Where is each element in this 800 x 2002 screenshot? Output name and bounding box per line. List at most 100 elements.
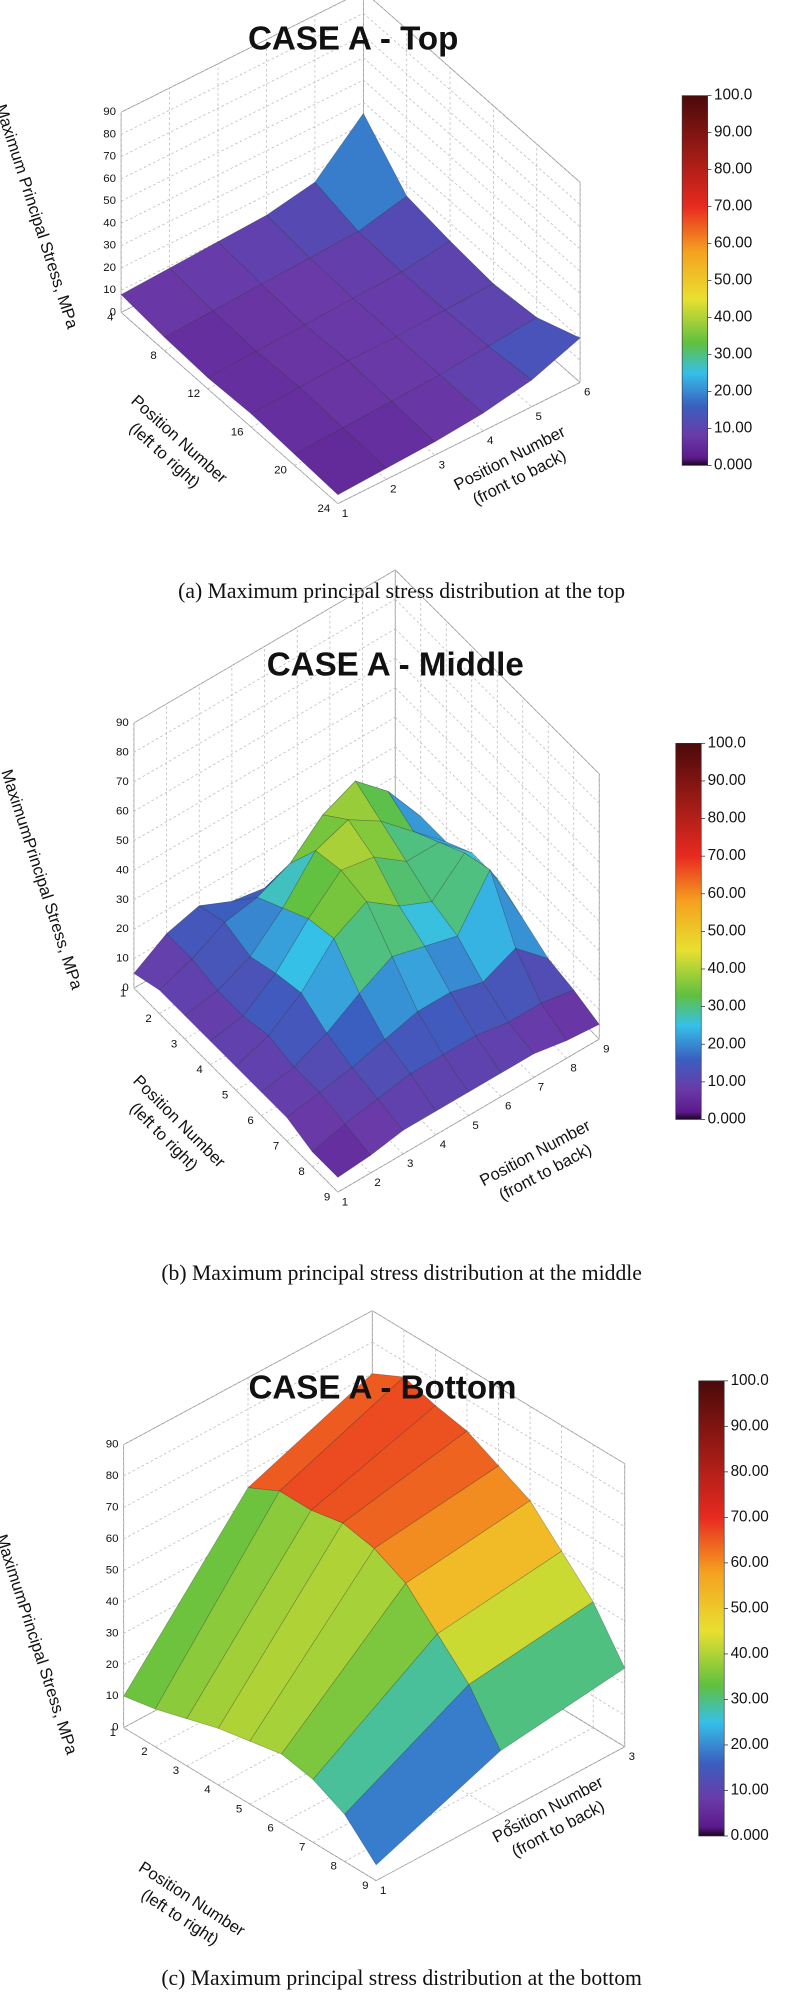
colorbar-tick-label: 80.00 bbox=[708, 810, 746, 827]
y-tick-label: 5 bbox=[472, 1120, 478, 1132]
y-tick-label: 4 bbox=[440, 1139, 447, 1151]
grid-line bbox=[120, 0, 347, 113]
x-tick-label: 16 bbox=[231, 426, 244, 438]
x-tick-label: 6 bbox=[267, 1822, 273, 1834]
colorbar-tick-label: 60.00 bbox=[731, 1554, 769, 1571]
x-tick-label: 20 bbox=[274, 465, 287, 477]
x-tick-label: 12 bbox=[187, 388, 200, 400]
grid-line bbox=[363, 13, 581, 205]
z-tick-label: 50 bbox=[116, 835, 129, 847]
y-tick-label: 6 bbox=[505, 1101, 511, 1113]
x-tick-label: 8 bbox=[150, 350, 156, 362]
colorbar-tick-label: 90.00 bbox=[731, 1417, 769, 1434]
x-tick-label: 5 bbox=[236, 1803, 242, 1815]
z-tick-label: 70 bbox=[103, 151, 116, 163]
surface-cell bbox=[344, 1683, 501, 1866]
grid-line bbox=[133, 569, 396, 724]
x-tick-label: 5 bbox=[222, 1089, 228, 1101]
colorbar-tick-label: 20.00 bbox=[714, 382, 752, 399]
z-tick-label: 30 bbox=[106, 1627, 119, 1639]
figure-caption: (a) Maximum principal stress distributio… bbox=[178, 579, 625, 603]
z-tick-label: 50 bbox=[103, 195, 116, 207]
grid-line bbox=[363, 79, 581, 272]
grid-line bbox=[120, 79, 364, 202]
grid-line bbox=[133, 987, 339, 1193]
colorbar-tick-label: 50.00 bbox=[714, 272, 752, 289]
grid-line bbox=[133, 746, 396, 901]
colorbar-tick-label: 40.00 bbox=[708, 960, 746, 977]
grid-line bbox=[394, 687, 600, 893]
grid-line bbox=[120, 312, 339, 504]
colorbar-tick-label: 80.00 bbox=[731, 1463, 769, 1480]
grid-line bbox=[133, 657, 396, 812]
grid-line bbox=[337, 382, 581, 504]
grid-line bbox=[372, 1373, 625, 1527]
z-tick-label: 20 bbox=[116, 923, 129, 935]
x-tick-label: 6 bbox=[247, 1115, 253, 1127]
colorbar-tick-label: 70.00 bbox=[708, 847, 746, 864]
grid-line bbox=[372, 1436, 625, 1590]
colorbar-tick-label: 20.00 bbox=[708, 1035, 746, 1052]
z-axis-label: Maximum Principal Stress, MPa bbox=[0, 102, 82, 332]
grid-line bbox=[133, 716, 396, 871]
surface-cell bbox=[409, 1054, 470, 1112]
x-tick-label: 4 bbox=[107, 312, 114, 324]
z-tick-label: 40 bbox=[116, 864, 129, 876]
z-tick-label: 90 bbox=[106, 1439, 119, 1451]
grid-line bbox=[363, 35, 581, 228]
grid-line bbox=[372, 1593, 625, 1748]
grid-line bbox=[123, 1373, 373, 1508]
chart-title: CASE A - Top bbox=[248, 21, 458, 58]
grid-line bbox=[394, 569, 600, 775]
z-tick-label: 80 bbox=[103, 128, 116, 140]
grid-line bbox=[120, 35, 364, 158]
figure-caption: (b) Maximum principal stress distributio… bbox=[161, 1261, 642, 1285]
surface-cell bbox=[442, 1035, 502, 1093]
colorbar-tick-label: 60.00 bbox=[714, 235, 752, 252]
colorbar-tick-label: 0.000 bbox=[708, 1110, 746, 1127]
x-tick-label: 7 bbox=[273, 1140, 279, 1152]
colorbar-tick-label: 100.0 bbox=[708, 734, 746, 751]
colorbar-tick-label: 100.0 bbox=[714, 87, 752, 104]
grid-line bbox=[363, 124, 581, 317]
x-tick-label: 1 bbox=[120, 987, 126, 999]
surface-cell bbox=[475, 1022, 535, 1074]
chart-title: CASE A - Bottom bbox=[248, 1370, 516, 1407]
colorbar-tick-label: 100.0 bbox=[731, 1372, 769, 1389]
colorbar-tick-label: 30.00 bbox=[731, 1690, 769, 1707]
colorbar-tick-label: 30.00 bbox=[708, 998, 746, 1015]
z-tick-label: 10 bbox=[106, 1690, 119, 1702]
grid-line bbox=[120, 124, 364, 246]
z-tick-label: 70 bbox=[116, 776, 129, 788]
y-tick-label: 4 bbox=[487, 435, 494, 447]
colorbar-tick-label: 10.00 bbox=[708, 1073, 746, 1090]
grid-line bbox=[123, 1310, 373, 1445]
x-tick-label: 4 bbox=[204, 1784, 211, 1796]
colorbar-tick-label: 10.00 bbox=[714, 419, 752, 436]
y-tick-label: 9 bbox=[603, 1043, 609, 1055]
z-tick-label: 20 bbox=[103, 262, 116, 274]
x-tick-label: 9 bbox=[324, 1191, 330, 1203]
colorbar-tick-label: 60.00 bbox=[708, 885, 746, 902]
z-tick-label: 90 bbox=[103, 106, 116, 118]
surface-cell bbox=[377, 1073, 437, 1131]
surface-cell bbox=[293, 427, 387, 496]
y-tick-label: 1 bbox=[380, 1885, 386, 1897]
x-tick-label: 8 bbox=[298, 1166, 304, 1178]
y-tick-label: 8 bbox=[570, 1062, 576, 1074]
grid-line bbox=[394, 658, 600, 863]
z-tick-label: 70 bbox=[106, 1502, 119, 1514]
surface-cell bbox=[507, 1002, 568, 1055]
z-tick-label: 0 bbox=[122, 982, 128, 994]
grid-line bbox=[120, 101, 364, 224]
z-tick-label: 80 bbox=[106, 1470, 119, 1482]
z-tick-label: 50 bbox=[106, 1564, 119, 1576]
colorbar bbox=[698, 1380, 725, 1837]
y-tick-label: 2 bbox=[374, 1177, 380, 1189]
grid-line bbox=[372, 0, 581, 183]
